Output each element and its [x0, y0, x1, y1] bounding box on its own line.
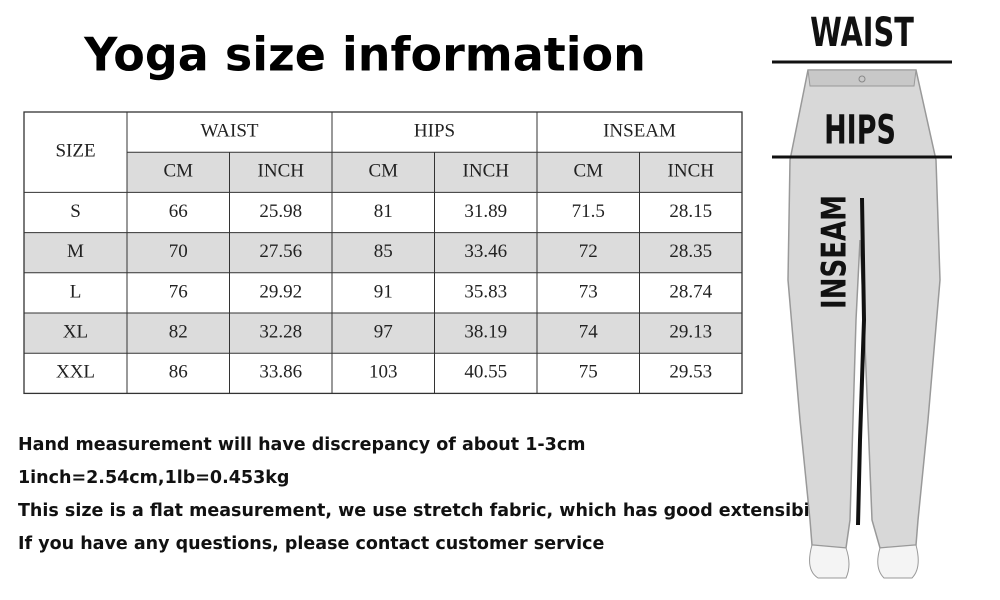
size-header: SIZE — [55, 141, 95, 162]
value-cell: 103 — [369, 362, 398, 383]
value-cell: 38.19 — [464, 321, 507, 342]
hips-label: HIPS — [824, 107, 896, 153]
value-cell: 82 — [169, 321, 188, 342]
value-cell: 97 — [374, 321, 393, 342]
waist-label: WAIST — [810, 8, 914, 55]
value-cell: 33.86 — [259, 362, 302, 383]
value-cell: 71.5 — [572, 201, 605, 222]
waistband — [807, 69, 917, 87]
value-cell: 72 — [579, 241, 598, 262]
value-cell: 27.56 — [259, 241, 302, 262]
value-cell: 29.13 — [669, 321, 712, 342]
note-line: Hand measurement will have discrepancy o… — [18, 435, 585, 455]
notes: Hand measurement will have discrepancy o… — [18, 435, 842, 554]
size-cell: XL — [63, 321, 88, 342]
table-frame — [23, 111, 743, 395]
group-header: HIPS — [414, 120, 455, 141]
value-cell: 32.28 — [259, 321, 302, 342]
unit-header: CM — [368, 161, 398, 182]
value-cell: 29.53 — [669, 362, 712, 383]
note-line: This size is a flat measurement, we use … — [18, 501, 842, 521]
value-cell: 74 — [579, 321, 599, 342]
value-cell: 73 — [579, 281, 598, 302]
value-cell: 40.55 — [464, 362, 507, 383]
value-cell: 25.98 — [259, 201, 302, 222]
value-cell: 28.35 — [669, 241, 712, 262]
value-cell: 33.46 — [464, 241, 507, 262]
value-cell: 28.74 — [669, 281, 712, 302]
size-cell: M — [67, 241, 84, 262]
title: Yoga size information — [83, 28, 646, 82]
unit-header: CM — [573, 161, 603, 182]
inseam-label: INSEAM — [816, 195, 855, 309]
value-cell: 75 — [579, 362, 598, 383]
unit-header: INCH — [258, 161, 305, 182]
value-cell: 35.83 — [464, 281, 507, 302]
value-cell: 91 — [374, 281, 393, 302]
unit-header: CM — [163, 161, 193, 182]
button — [858, 75, 866, 83]
value-cell: 29.92 — [259, 281, 302, 302]
size-cell: L — [70, 281, 82, 302]
group-header: INSEAM — [603, 120, 676, 141]
inseam-line — [856, 197, 867, 526]
value-cell: 76 — [169, 281, 188, 302]
size-cell: XXL — [56, 362, 95, 383]
pants-diagram: WAIST HIPS INSEAM — [772, 8, 952, 579]
value-cell: 85 — [374, 241, 393, 262]
value-cell: 86 — [169, 362, 188, 383]
unit-header: INCH — [463, 161, 510, 182]
value-cell: 70 — [169, 241, 188, 262]
note-line: 1inch=2.54cm,1lb=0.453kg — [18, 468, 289, 488]
size-cell: S — [70, 201, 81, 222]
feet — [809, 544, 919, 579]
note-line: If you have any questions, please contac… — [18, 534, 604, 554]
value-cell: 66 — [169, 201, 188, 222]
row-bg — [24, 232, 742, 273]
unit-header: INCH — [668, 161, 715, 182]
row-bg — [24, 313, 742, 354]
value-cell: 81 — [374, 201, 393, 222]
value-cell: 31.89 — [464, 201, 507, 222]
group-header: WAIST — [200, 120, 258, 141]
value-cell: 28.15 — [669, 201, 712, 222]
